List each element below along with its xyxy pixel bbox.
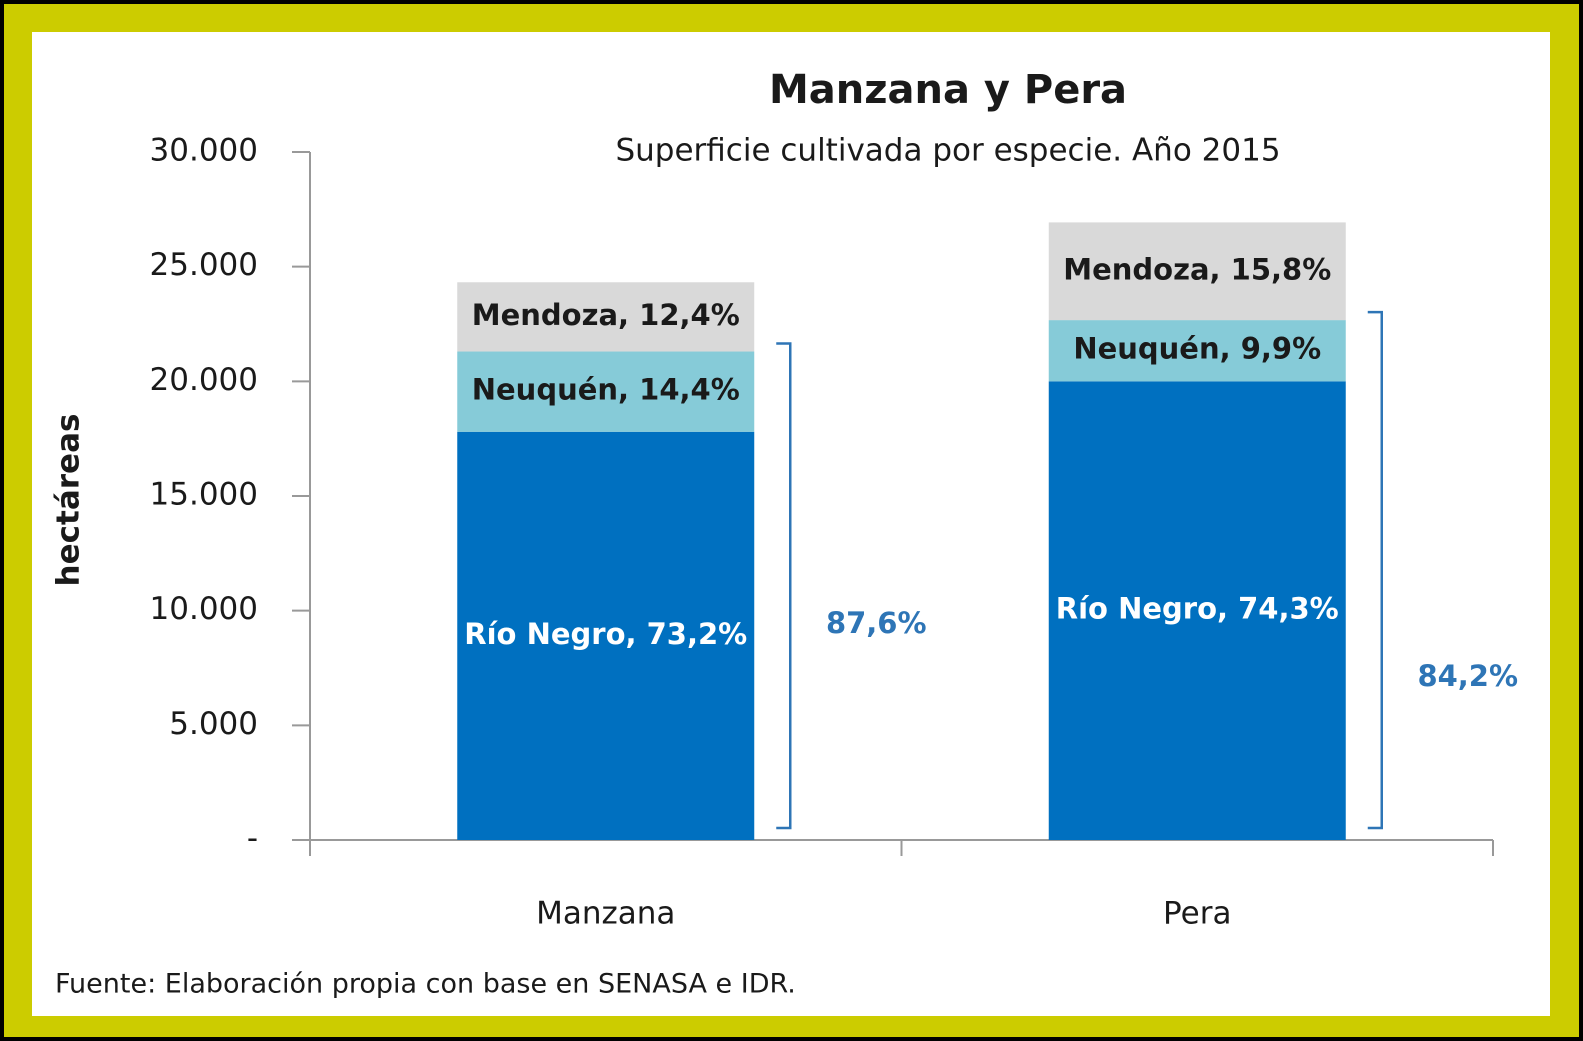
segment-label: Mendoza, 15,8% (1063, 252, 1331, 286)
bar-segment (1048, 222, 1346, 321)
chart-subtitle: Superficie cultivada por especie. Año 20… (615, 133, 1280, 169)
bar-segment (457, 351, 755, 432)
bracket (1367, 310, 1383, 830)
x-tick-label: Pera (1163, 896, 1231, 932)
bracket-label: 84,2% (1417, 659, 1518, 693)
x-tick-label: Manzana (536, 896, 675, 932)
bracket-label: 87,6% (826, 606, 927, 640)
segment-label: Neuquén, 14,4% (472, 373, 740, 407)
segment-label: Neuquén, 9,9% (1073, 332, 1321, 366)
bracket (776, 342, 792, 830)
bar-segment (1048, 320, 1346, 382)
segment-label: Mendoza, 12,4% (472, 298, 740, 332)
y-tick-label: 30.000 (150, 133, 258, 169)
y-tick-label: - (247, 821, 258, 857)
chart-title: Manzana y Pera (769, 67, 1127, 113)
source-note: Fuente: Elaboración propia con base en S… (55, 969, 796, 1000)
y-axis-label: hectáreas (51, 414, 87, 587)
y-tick-label: 20.000 (150, 362, 258, 398)
segment-label: Río Negro, 73,2% (464, 617, 747, 651)
segment-label: Río Negro, 74,3% (1056, 592, 1339, 626)
y-tick-label: 15.000 (150, 477, 258, 513)
y-tick-label: 5.000 (169, 706, 258, 742)
bar-segment (457, 431, 755, 840)
y-tick-label: 25.000 (150, 247, 258, 283)
bar-segment (457, 282, 755, 352)
y-tick-label: 10.000 (150, 591, 258, 627)
bar-segment (1048, 381, 1346, 840)
